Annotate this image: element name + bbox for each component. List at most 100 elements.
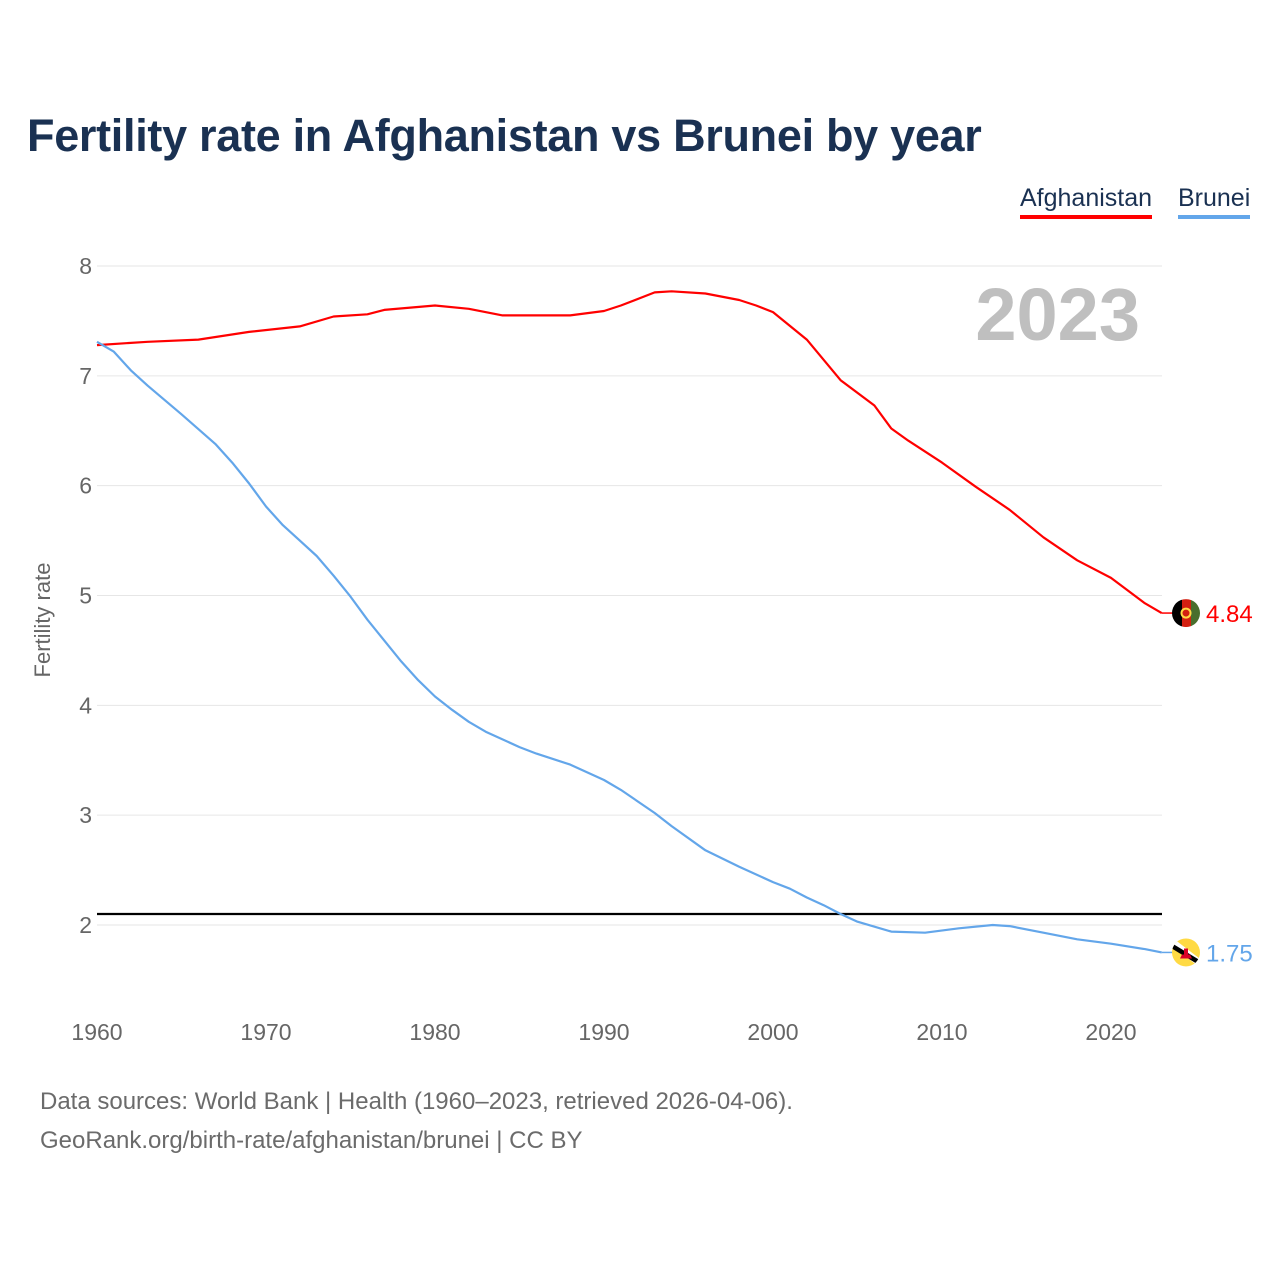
- data-point-brunei: [922, 930, 928, 936]
- data-point-brunei: [956, 925, 962, 931]
- y-tick-label: 6: [79, 473, 92, 499]
- y-tick-label: 5: [79, 582, 92, 608]
- data-point-brunei: [601, 777, 607, 783]
- data-point-afghanistan: [432, 303, 438, 309]
- data-point-brunei: [736, 864, 742, 870]
- data-point-brunei: [111, 349, 117, 355]
- data-point-afghanistan: [669, 288, 675, 294]
- data-point-brunei: [804, 895, 810, 901]
- y-axis-label: Fertility rate: [30, 563, 55, 678]
- data-point-brunei: [432, 694, 438, 700]
- data-point-afghanistan: [652, 289, 658, 295]
- x-tick-label: 2020: [1085, 1019, 1136, 1045]
- data-point-afghanistan: [1108, 575, 1114, 581]
- brunei-flag-icon: [1172, 938, 1200, 967]
- data-point-brunei: [669, 823, 675, 829]
- data-point-brunei: [145, 383, 151, 389]
- data-point-afghanistan: [1074, 557, 1080, 563]
- data-point-brunei: [1142, 946, 1148, 952]
- y-tick-label: 4: [79, 692, 92, 718]
- data-point-brunei: [415, 677, 421, 683]
- data-point-brunei: [1007, 923, 1013, 929]
- series-line-brunei: [96, 340, 1162, 954]
- x-tick-label: 1990: [578, 1019, 629, 1045]
- data-point-brunei: [1108, 941, 1114, 947]
- data-point-afghanistan: [939, 460, 945, 466]
- data-point-brunei: [990, 922, 996, 928]
- data-point-afghanistan: [770, 309, 776, 315]
- data-point-afghanistan: [871, 402, 877, 408]
- data-point-afghanistan: [702, 290, 708, 296]
- data-point-brunei: [348, 594, 354, 600]
- data-point-brunei: [449, 707, 455, 713]
- x-tick-label: 1960: [71, 1019, 122, 1045]
- data-point-brunei: [246, 480, 252, 486]
- afghanistan-flag-icon: [1172, 599, 1200, 628]
- data-point-brunei: [567, 762, 573, 768]
- data-point-brunei: [398, 658, 404, 664]
- data-point-brunei: [364, 617, 370, 623]
- data-point-brunei: [1040, 930, 1046, 936]
- data-point-afghanistan: [838, 377, 844, 383]
- data-point-brunei: [618, 787, 624, 793]
- data-point-brunei: [821, 902, 827, 908]
- data-point-afghanistan: [736, 297, 742, 303]
- data-point-afghanistan: [246, 329, 252, 335]
- end-value-label-afghanistan: 4.84: [1206, 601, 1253, 628]
- data-point-afghanistan: [905, 438, 911, 444]
- data-point-brunei: [466, 719, 472, 725]
- data-point-brunei: [770, 879, 776, 885]
- data-point-brunei: [297, 538, 303, 544]
- data-point-brunei: [179, 411, 185, 417]
- chart-title: Fertility rate in Afghanistan vs Brunei …: [27, 110, 982, 161]
- data-point-afghanistan: [331, 314, 337, 320]
- data-point-brunei: [517, 744, 523, 750]
- year-label: 2023: [975, 273, 1140, 356]
- footer-attribution[interactable]: GeoRank.org/birth-rate/afghanistan/brune…: [40, 1127, 583, 1154]
- x-tick-label: 1970: [240, 1019, 291, 1045]
- data-point-brunei: [212, 441, 218, 447]
- data-point-brunei: [533, 751, 539, 757]
- legend-item-afghanistan[interactable]: Afghanistan: [1020, 184, 1153, 219]
- data-point-brunei: [702, 847, 708, 853]
- data-point-afghanistan: [753, 303, 759, 309]
- data-point-afghanistan: [973, 484, 979, 490]
- x-tick-label: 2000: [747, 1019, 798, 1045]
- data-point-brunei: [483, 729, 489, 735]
- data-point-brunei: [280, 522, 286, 528]
- x-tick-label: 2010: [916, 1019, 967, 1045]
- data-point-brunei: [888, 929, 894, 935]
- footer-sources: Data sources: World Bank | Health (1960–…: [40, 1088, 793, 1115]
- data-point-afghanistan: [145, 339, 151, 345]
- y-tick-label: 3: [79, 802, 92, 828]
- data-point-afghanistan: [500, 312, 506, 318]
- data-point-brunei: [855, 919, 861, 925]
- data-point-afghanistan: [1007, 507, 1013, 513]
- data-point-afghanistan: [364, 311, 370, 317]
- y-tick-label: 7: [79, 363, 92, 389]
- data-point-afghanistan: [618, 303, 624, 309]
- data-point-afghanistan: [297, 323, 303, 329]
- end-value-label-brunei: 1.75: [1206, 940, 1253, 967]
- data-point-brunei: [94, 339, 100, 345]
- data-point-afghanistan: [466, 306, 472, 312]
- data-point-afghanistan: [888, 426, 894, 432]
- data-point-brunei: [652, 810, 658, 816]
- data-point-afghanistan: [381, 307, 387, 313]
- data-point-afghanistan: [567, 312, 573, 318]
- data-point-brunei: [331, 573, 337, 579]
- data-point-brunei: [838, 911, 844, 917]
- y-tick-label: 2: [79, 912, 92, 938]
- data-point-brunei: [787, 886, 793, 892]
- data-point-brunei: [1074, 936, 1080, 942]
- data-point-afghanistan: [1142, 600, 1148, 606]
- x-tick-label: 1980: [409, 1019, 460, 1045]
- data-point-afghanistan: [601, 308, 607, 314]
- data-point-afghanistan: [195, 337, 201, 343]
- data-point-brunei: [128, 367, 134, 373]
- data-point-afghanistan: [1040, 534, 1046, 540]
- series-line-afghanistan: [96, 290, 1163, 615]
- legend-item-brunei[interactable]: Brunei: [1178, 184, 1251, 219]
- data-point-afghanistan: [804, 337, 810, 343]
